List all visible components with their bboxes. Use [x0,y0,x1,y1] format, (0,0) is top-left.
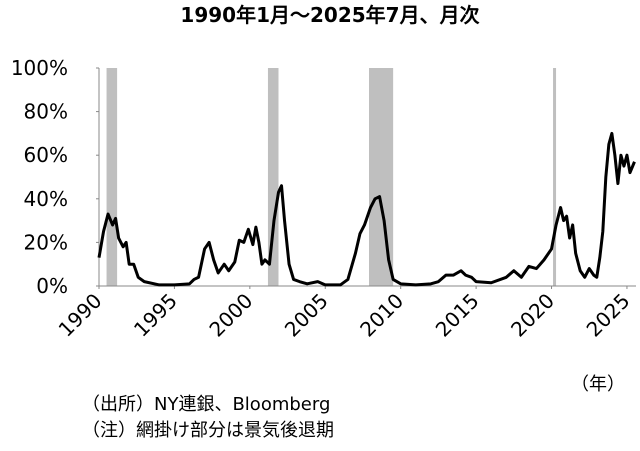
x-tick-label: 2015 [431,289,484,342]
note: （注）網掛け部分は景気後退期 [82,420,334,441]
y-tick-label: 20% [24,230,68,254]
x-tick-label: 2020 [506,289,559,342]
x-tick-label: 2005 [280,289,333,342]
x-tick-label: 2010 [355,289,408,342]
recession-band [267,68,279,286]
chart-title: 1990年1月～2025年7月、月次 [180,3,479,27]
x-tick-label: 2025 [582,289,635,342]
y-tick-label: 60% [24,143,68,167]
data-line [97,131,636,287]
y-tick-label: 80% [24,100,68,124]
y-tick-label: 100% [11,56,68,80]
recession-band [369,68,394,286]
y-tick-label: 40% [24,187,68,211]
recession-band [106,68,118,286]
x-unit: （年） [571,374,625,395]
x-tick-label: 2000 [204,289,257,342]
x-tick-label: 1995 [129,289,182,342]
y-tick-label: 0% [36,274,68,298]
note: （出所）NY連銀、Bloomberg [82,394,330,415]
recession-band [553,68,557,286]
